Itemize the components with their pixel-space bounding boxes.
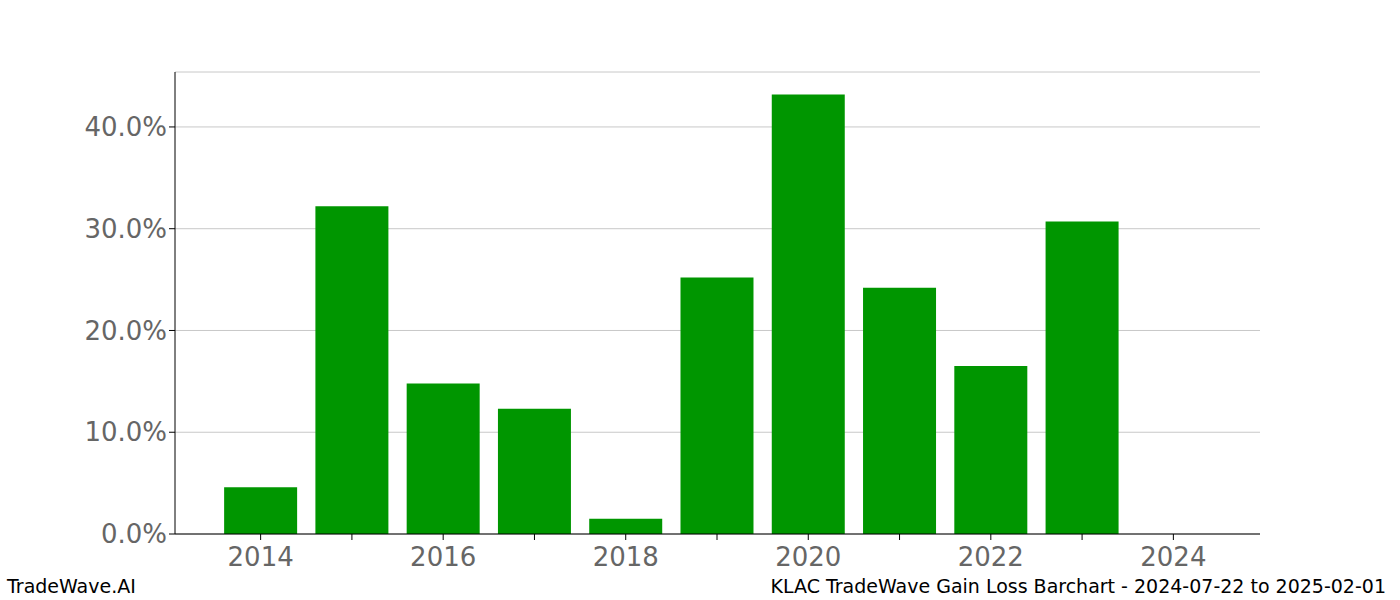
svg-text:30.0%: 30.0% xyxy=(84,214,167,244)
svg-text:40.0%: 40.0% xyxy=(84,112,167,142)
svg-text:0.0%: 0.0% xyxy=(101,519,167,549)
svg-text:10.0%: 10.0% xyxy=(84,417,167,447)
svg-text:20.0%: 20.0% xyxy=(84,316,167,346)
svg-text:2014: 2014 xyxy=(228,542,294,572)
svg-text:2016: 2016 xyxy=(410,542,476,572)
svg-text:2022: 2022 xyxy=(958,542,1024,572)
html-text:KLAC TradeWave Gain Loss Barch: KLAC TradeWave Gain Loss Barchart - 2024… xyxy=(770,575,1386,597)
html-text:TradeWave.AI: TradeWave.AI xyxy=(7,575,136,597)
svg-text:2018: 2018 xyxy=(593,542,659,572)
svg-text:2024: 2024 xyxy=(1140,542,1206,572)
svg-text:2020: 2020 xyxy=(775,542,841,572)
